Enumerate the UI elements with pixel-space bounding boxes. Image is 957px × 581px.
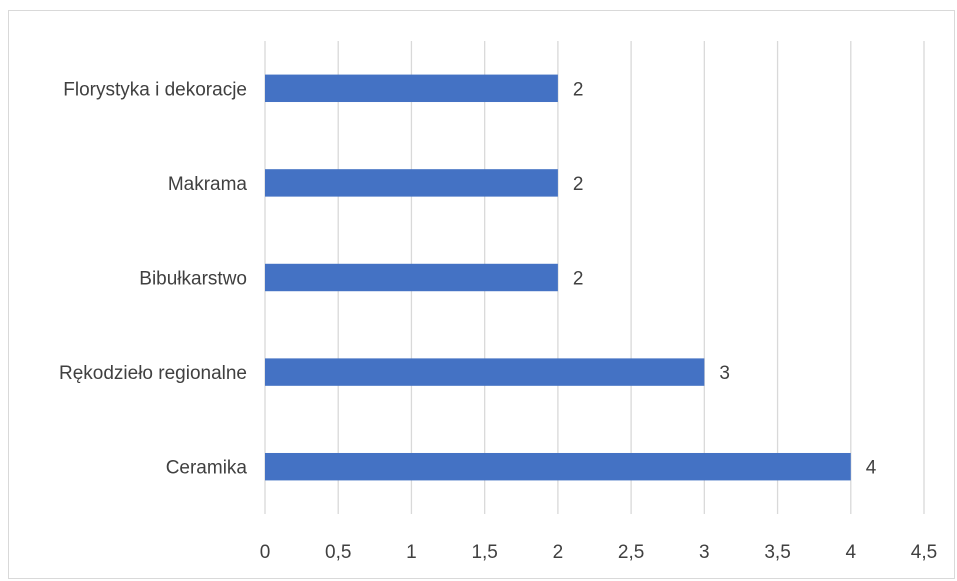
bar — [265, 358, 705, 386]
x-tick-label: 0,5 — [325, 542, 351, 563]
x-tick-label: 4,5 — [911, 542, 937, 563]
value-axis-labels: 0 0,5 1 1,5 2 2,5 3 3,5 4 4,5 — [260, 542, 938, 563]
x-tick-label: 0 — [260, 542, 271, 563]
x-tick-label: 3,5 — [764, 542, 790, 563]
x-tick-label: 2,5 — [618, 542, 644, 563]
x-tick-label: 2 — [553, 542, 564, 563]
data-label: 2 — [573, 79, 584, 100]
bar — [265, 74, 558, 103]
x-tick-label: 1 — [406, 542, 417, 563]
data-label: 2 — [573, 174, 584, 195]
category-label: Makrama — [168, 174, 248, 195]
x-tick-label: 4 — [845, 542, 856, 563]
data-label: 2 — [573, 269, 584, 290]
bar-series — [265, 74, 851, 481]
category-label: Florystyka i dekoracje — [63, 79, 247, 100]
gridlines — [264, 41, 925, 514]
data-label: 3 — [719, 363, 730, 384]
bar — [265, 169, 558, 197]
x-tick-label: 3 — [699, 542, 710, 563]
data-label: 4 — [866, 458, 877, 479]
bar — [265, 263, 558, 292]
category-label: Ceramika — [166, 458, 248, 479]
x-tick-label: 1,5 — [471, 542, 497, 563]
bar — [265, 452, 851, 481]
data-labels: 2 2 2 3 4 — [573, 79, 877, 478]
chart-area — [8, 10, 955, 579]
category-axis-labels: Florystyka i dekoracje Makrama Bibułkarstw… — [59, 79, 247, 478]
category-label: Rękodzieło regionalne — [59, 363, 247, 384]
category-label: Bibułkarstwo — [139, 269, 247, 290]
